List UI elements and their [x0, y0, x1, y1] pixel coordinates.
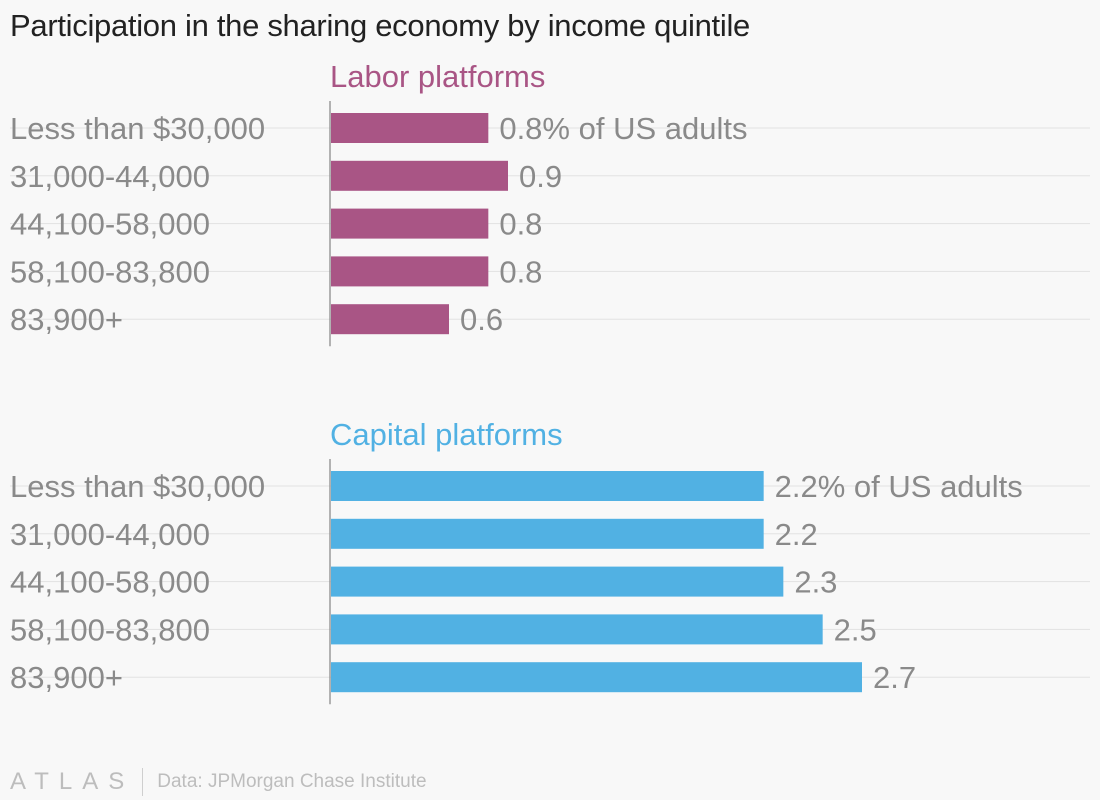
category-label: Less than $30,000 — [10, 111, 265, 146]
value-label: 2.2% of US adults — [775, 469, 1023, 504]
bar — [331, 160, 508, 191]
source-credit: Data: JPMorgan Chase Institute — [157, 771, 427, 792]
bar — [331, 662, 862, 693]
category-label: 44,100-58,000 — [10, 565, 210, 600]
category-label: 83,900+ — [10, 302, 123, 337]
value-label: 0.9 — [519, 159, 562, 194]
value-label: 2.7 — [873, 660, 916, 695]
footer: ATLAS Data: JPMorgan Chase Institute — [10, 764, 427, 800]
bar — [331, 566, 784, 597]
panel-title: Capital platforms — [330, 417, 563, 452]
value-label: 2.2 — [775, 517, 818, 552]
bar — [331, 518, 764, 549]
bar — [331, 304, 449, 335]
bar — [331, 614, 823, 645]
category-label: 58,100-83,800 — [10, 612, 210, 647]
category-label: Less than $30,000 — [10, 469, 265, 504]
value-label: 0.8 — [499, 254, 542, 289]
category-label: 44,100-58,000 — [10, 207, 210, 242]
bar — [331, 256, 489, 287]
value-label: 2.5 — [834, 612, 877, 647]
category-label: 58,100-83,800 — [10, 254, 210, 289]
category-label: 83,900+ — [10, 660, 123, 695]
panel-title: Labor platforms — [330, 59, 545, 94]
chart-title: Participation in the sharing economy by … — [10, 8, 750, 43]
value-label: 2.3 — [794, 565, 837, 600]
bar — [331, 113, 489, 143]
category-label: 31,000-44,000 — [10, 517, 210, 552]
bar — [331, 208, 489, 239]
atlas-logo: ATLAS — [10, 768, 135, 795]
bar — [331, 471, 764, 501]
bar-chart: Labor platforms Less than $30,000 0.8% of … — [10, 59, 1090, 705]
value-label: 0.6 — [460, 302, 503, 337]
value-label: 0.8% of US adults — [499, 111, 747, 146]
footer-divider — [142, 768, 144, 796]
category-label: 31,000-44,000 — [10, 159, 210, 194]
value-label: 0.8 — [499, 207, 542, 242]
